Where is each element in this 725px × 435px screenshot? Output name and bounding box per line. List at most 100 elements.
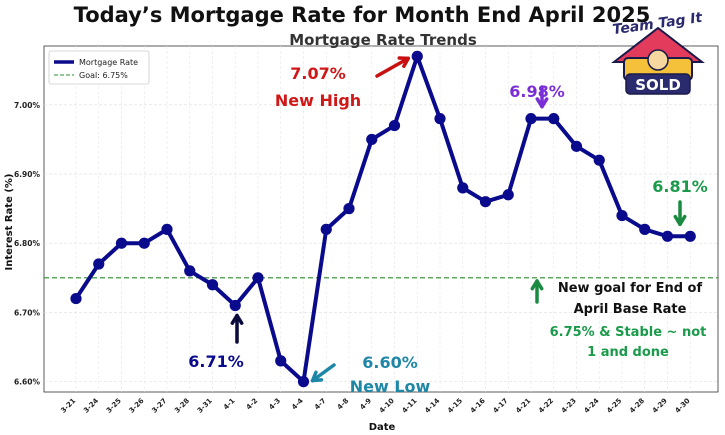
legend-label-mortgage-rate: Mortgage Rate <box>79 58 138 67</box>
annotation-new-low-arrow-head <box>310 370 324 383</box>
legend-box <box>48 50 150 85</box>
annotation-new-low-arrow <box>310 363 336 383</box>
x-tick-label-3-26: 3-26 <box>128 397 146 415</box>
annotation-peak-value: 6.98% <box>509 82 565 101</box>
x-tick-label-3-27: 3-27 <box>150 397 168 415</box>
series-line-mortgage-rate <box>74 54 693 384</box>
legend-label-goal: Goal: 6.75% <box>79 71 128 80</box>
annotations: 7.07% New High 6.98% 6.81% 6.71% 6.60% New Low… <box>188 56 708 396</box>
chart-title: Today’s Mortgage Rate for Month End Apri… <box>74 3 651 27</box>
annotation-new-low-value: 6.60% <box>362 353 418 372</box>
x-tick-label-3-24: 3-24 <box>82 397 100 415</box>
x-tick-label-4-1: 4-1 <box>222 397 237 412</box>
data-point-4-9 <box>366 133 378 146</box>
data-point-3-26 <box>138 237 150 249</box>
data-point-4-15 <box>457 182 469 194</box>
annotation-peak-arrow <box>535 85 549 109</box>
annotation-new-high-arrow <box>375 56 410 78</box>
annotation-new-high-value: 7.07% <box>290 64 346 83</box>
annotation-low-april-arrow-head <box>230 313 244 325</box>
series-mortgage-rate <box>70 50 696 388</box>
annotation-new-low-label: New Low <box>350 377 431 396</box>
annotation-stable-line-1: 6.75% & Stable ~ not <box>550 325 707 340</box>
legend: Mortgage Rate Goal: 6.75% <box>48 50 150 85</box>
y-axis-label: Interest Rate (%) <box>4 174 15 271</box>
data-point-4-25 <box>616 209 628 222</box>
x-tick-label-3-25: 3-25 <box>105 397 123 415</box>
annotation-stable-line-2: 1 and done <box>587 345 669 360</box>
x-tick-label-3-28: 3-28 <box>173 397 191 415</box>
data-point-3-21 <box>70 292 82 305</box>
x-tick-label-4-3: 4-3 <box>268 397 283 412</box>
y-tick-label-2: 6.80% <box>14 239 41 248</box>
annotation-new-high-arrow-head <box>397 56 410 68</box>
data-point-4-23 <box>570 140 583 152</box>
plot-frame <box>43 45 719 393</box>
plot-area <box>43 45 719 393</box>
data-point-4-10 <box>388 119 401 132</box>
x-tick-label-4-14: 4-14 <box>423 397 441 415</box>
x-tick-label-4-10: 4-10 <box>378 397 396 415</box>
x-axis-ticks: 3-21 3-24 3-25 3-26 3-27 3-28 3-31 4-1 4-2 4-3 4-4… <box>59 397 691 415</box>
data-point-4-7 <box>320 223 332 235</box>
x-tick-label-4-29: 4-29 <box>651 397 669 415</box>
annotation-low-april-value: 6.71% <box>188 352 244 371</box>
chart-subtitle: Mortgage Rate Trends <box>289 31 477 49</box>
data-point-4-22 <box>548 113 560 125</box>
annotation-goal-arrow <box>530 279 544 304</box>
x-tick-label-4-17: 4-17 <box>492 397 510 415</box>
data-point-4-2 <box>252 272 264 284</box>
data-point-4-14 <box>434 113 446 125</box>
annotation-goal-line-1: New goal for End of <box>558 281 703 296</box>
y-tick-label-1: 6.70% <box>14 308 41 317</box>
x-tick-label-4-21: 4-21 <box>514 397 532 415</box>
annotation-current-value: 6.81% <box>652 177 708 196</box>
annotation-current-arrow-head <box>673 214 687 227</box>
x-tick-label-4-15: 4-15 <box>446 397 464 415</box>
data-point-4-4 <box>297 376 310 388</box>
annotation-new-high-label: New High <box>275 91 361 110</box>
data-point-3-27 <box>161 223 173 235</box>
x-tick-label-4-22: 4-22 <box>537 397 555 415</box>
x-tick-label-4-28: 4-28 <box>628 397 646 415</box>
data-point-4-28 <box>639 223 651 235</box>
data-point-3-28 <box>184 265 196 277</box>
data-point-3-24 <box>93 258 105 270</box>
data-point-4-29 <box>661 230 674 242</box>
annotation-peak-arrow-head <box>535 97 549 109</box>
annotation-current-arrow <box>673 200 687 227</box>
annotation-new-low-arrow-shaft <box>310 363 336 383</box>
logo-badge-text: SOLD <box>635 76 681 94</box>
data-point-4-21 <box>525 113 537 125</box>
x-tick-label-3-31: 3-31 <box>196 397 214 415</box>
x-tick-label-4-4: 4-4 <box>290 397 305 412</box>
data-point-4-17 <box>502 189 514 201</box>
data-point-4-11 <box>411 50 423 62</box>
data-point-4-16 <box>479 196 492 208</box>
x-axis-label: Date <box>369 422 396 433</box>
x-tick-label-4-2: 4-2 <box>245 397 260 412</box>
x-tick-label-4-23: 4-23 <box>560 397 578 415</box>
annotation-goal-line-2: April Base Rate <box>574 302 687 317</box>
y-tick-label-3: 6.90% <box>14 170 41 179</box>
x-tick-label-4-8: 4-8 <box>336 397 351 412</box>
x-tick-label-4-9: 4-9 <box>359 397 374 412</box>
data-point-3-25 <box>115 237 128 249</box>
x-tick-label-4-7: 4-7 <box>313 397 328 412</box>
x-tick-label-4-24: 4-24 <box>583 397 601 415</box>
data-point-4-3 <box>275 355 287 367</box>
logo-badge <box>625 73 691 95</box>
data-point-4-1 <box>229 299 241 312</box>
data-point-3-31 <box>206 279 219 291</box>
x-tick-label-4-11: 4-11 <box>401 397 419 415</box>
data-point-4-24 <box>593 154 605 166</box>
x-tick-label-4-30: 4-30 <box>674 397 692 415</box>
grid <box>44 46 718 392</box>
y-tick-label-4: 7.00% <box>14 101 41 110</box>
annotation-goal-arrow-head <box>530 279 544 291</box>
annotation-low-april-arrow <box>230 313 244 344</box>
x-tick-label-3-21: 3-21 <box>59 397 77 415</box>
logo-handshake-icon <box>647 49 669 71</box>
y-axis-ticks: 6.60% 6.70% 6.80% 6.90% 7.00% <box>14 101 41 387</box>
